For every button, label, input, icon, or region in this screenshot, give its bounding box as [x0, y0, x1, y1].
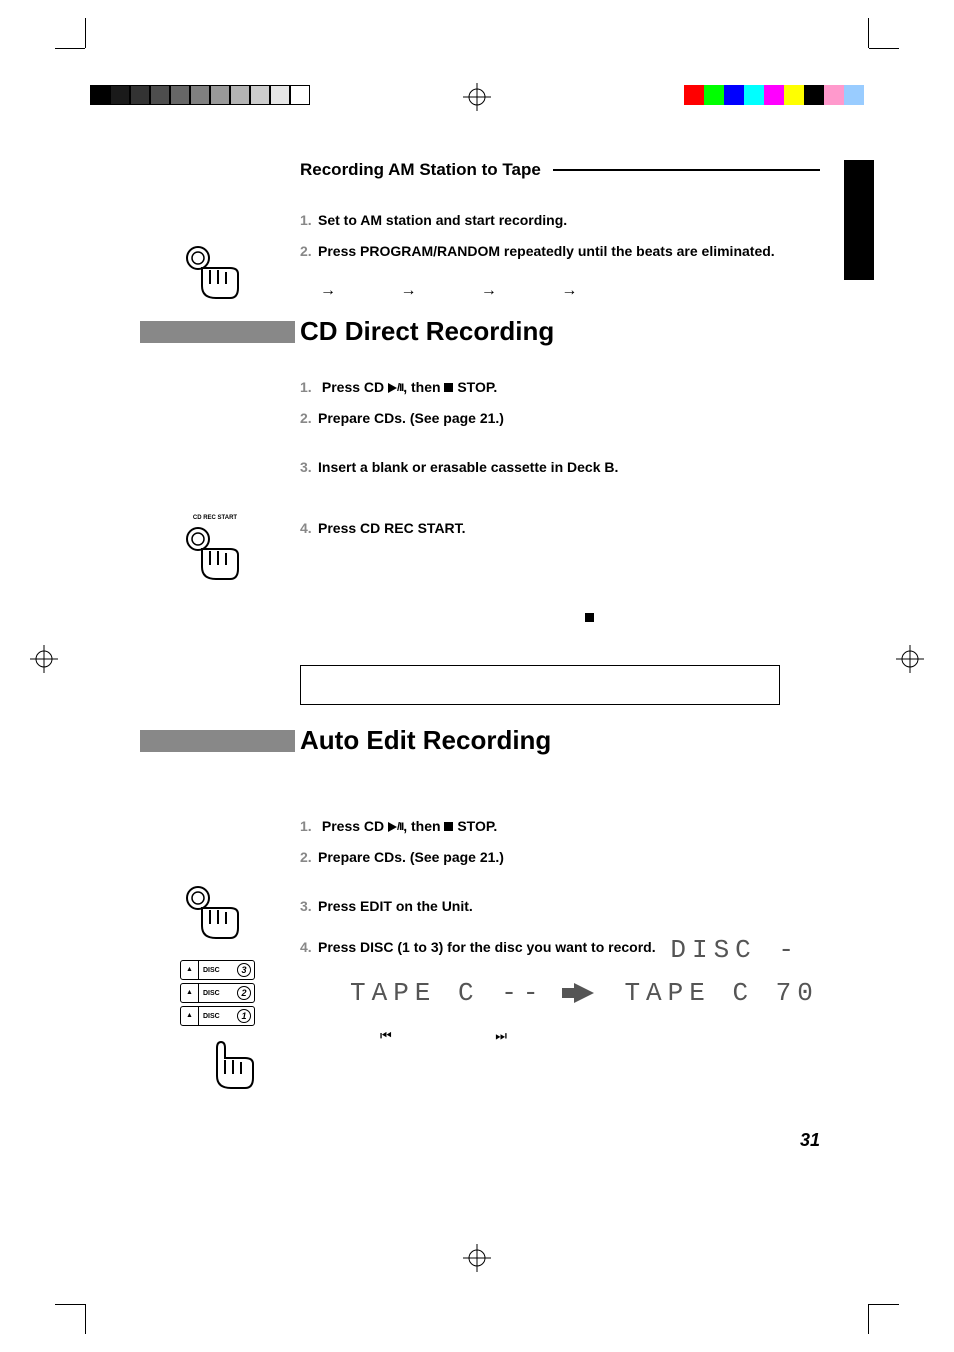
lcd-disc: DISC -	[670, 935, 800, 965]
disc-button[interactable]: ▲DISC2	[180, 983, 255, 1003]
heading-cd-direct: CD Direct Recording	[140, 316, 820, 347]
press-hand-icon	[180, 880, 250, 950]
stop-icon	[444, 383, 453, 392]
page-edge-tab	[844, 160, 874, 280]
section-title-am: Recording AM Station to Tape	[300, 160, 820, 180]
step-1: 1. Press CD /II, then STOP.	[300, 377, 820, 398]
color-bar	[684, 85, 864, 105]
play-icon	[388, 383, 397, 393]
am-steps: 1.Set to AM station and start recording.…	[300, 210, 820, 262]
disc-button[interactable]: ▲DISC1	[180, 1006, 255, 1026]
lcd-tape-row: TAPE C -- TAPE C 70	[350, 978, 820, 1008]
registration-mark-icon	[463, 83, 491, 111]
arrow-sequence: → → → →	[320, 282, 820, 300]
cd-step-4: 4.Press CD REC START.	[300, 518, 820, 539]
title-text: Recording AM Station to Tape	[300, 160, 541, 180]
stop-icon	[444, 822, 453, 831]
arrow-right-icon	[574, 983, 594, 1003]
press-hand-icon	[195, 1030, 265, 1100]
grayscale-bar	[90, 85, 310, 105]
page-number: 31	[800, 1130, 820, 1151]
step-1: 1. Press CD /II, then STOP.	[300, 816, 820, 837]
page-content: Recording AM Station to Tape 1.Set to AM…	[140, 160, 820, 1044]
play-icon	[388, 822, 397, 832]
lcd-tape-after: TAPE C 70	[624, 978, 818, 1008]
lcd-tape-before: TAPE C --	[350, 978, 544, 1008]
registration-mark-icon	[463, 1244, 491, 1272]
heading-auto-edit: Auto Edit Recording	[140, 725, 820, 756]
disc-button-stack: ▲DISC3 ▲DISC2 ▲DISC1	[180, 960, 255, 1029]
press-hand-icon	[180, 240, 250, 310]
registration-mark-icon	[896, 645, 924, 673]
stop-symbol	[585, 609, 820, 625]
disc-button[interactable]: ▲DISC3	[180, 960, 255, 980]
auto-steps: 1. Press CD /II, then STOP. 2.Prepare CD…	[300, 816, 820, 958]
registration-mark-icon	[30, 645, 58, 673]
cd-steps-a: 1. Press CD /II, then STOP. 2.Prepare CD…	[300, 377, 820, 478]
crop-marks-top	[0, 48, 954, 98]
press-hand-icon: CD REC START	[180, 515, 250, 585]
note-box	[300, 665, 780, 705]
crop-marks-bottom	[0, 1254, 954, 1304]
skip-icons: ⏮ ⏭	[380, 1028, 820, 1044]
